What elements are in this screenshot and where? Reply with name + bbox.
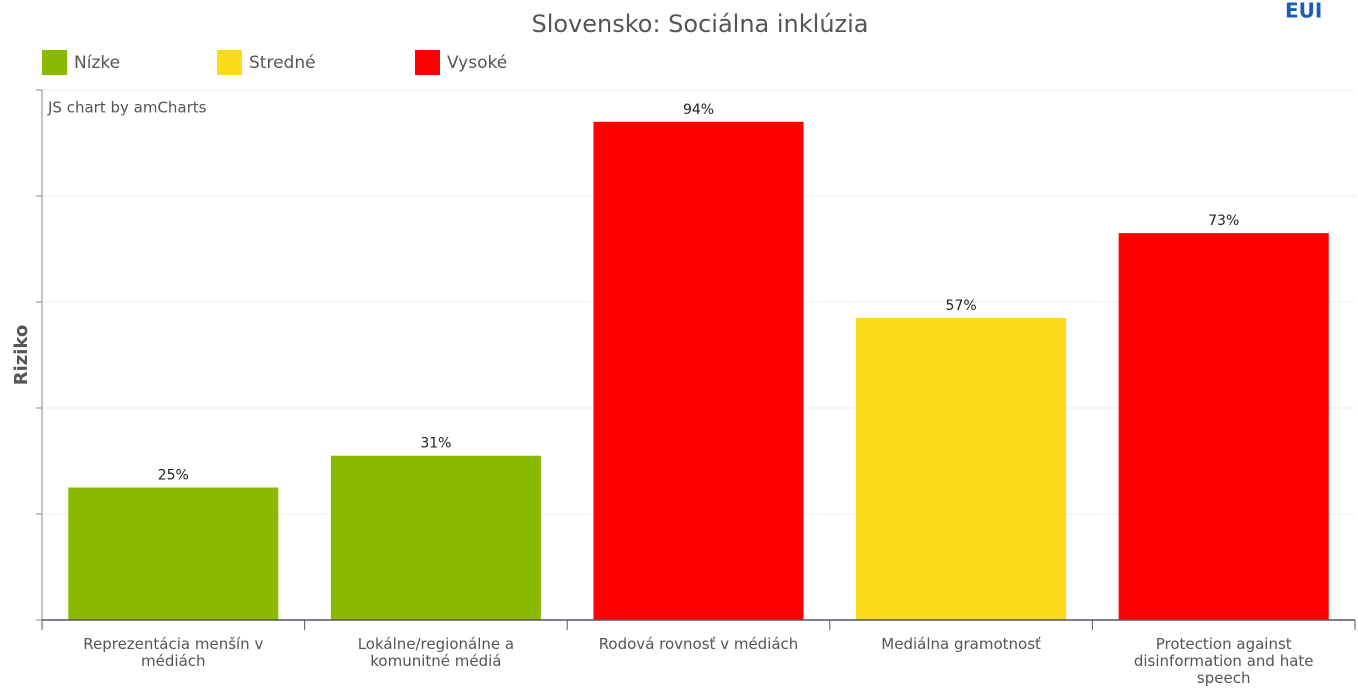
value-label: 31% — [420, 436, 451, 452]
chart-title: Slovensko: Sociálna inklúzia — [531, 10, 868, 38]
bar — [68, 487, 279, 620]
legend-swatch — [217, 50, 242, 75]
bar — [330, 455, 541, 620]
legend-swatch — [415, 50, 440, 75]
bar — [856, 317, 1067, 620]
x-tick-label: Mediálna gramotnosť — [881, 635, 1041, 653]
legend-label: Nízke — [74, 53, 120, 73]
logo: EUI — [1285, 0, 1322, 23]
credit: JS chart by amCharts — [47, 99, 207, 117]
bar — [1118, 233, 1329, 620]
value-label: 57% — [946, 298, 977, 314]
legend-label: Stredné — [249, 53, 316, 73]
value-label: 73% — [1208, 213, 1239, 229]
y-axis-label: Riziko — [11, 325, 32, 386]
x-tick-label: Lokálne/regionálne a komunitné médiá — [357, 635, 515, 670]
x-tick-label: Reprezentácia menšín v médiách — [83, 635, 264, 670]
legend-swatch — [42, 50, 67, 75]
bar — [593, 121, 804, 621]
x-tick-label: Rodová rovnosť v médiách — [598, 635, 799, 653]
x-tick-label: Protection against disinformation and ha… — [1133, 635, 1314, 687]
value-label: 94% — [683, 102, 714, 118]
legend-label: Vysoké — [447, 53, 507, 73]
value-label: 25% — [158, 468, 189, 484]
